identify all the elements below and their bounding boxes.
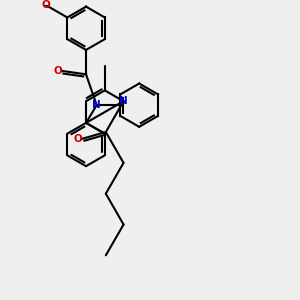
Text: O: O bbox=[74, 134, 82, 144]
Text: O: O bbox=[54, 66, 63, 76]
Text: N: N bbox=[119, 96, 128, 106]
Text: O: O bbox=[41, 0, 50, 10]
Text: N: N bbox=[92, 100, 101, 110]
